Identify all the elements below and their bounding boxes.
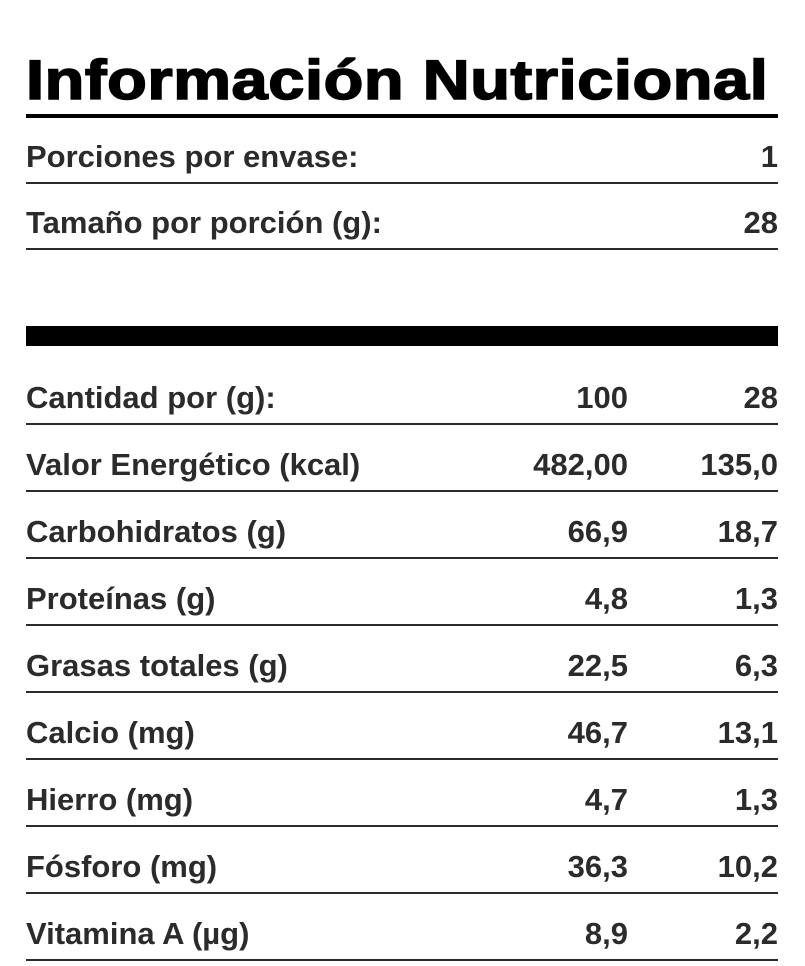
nutrient-value-per-100: 8,9 xyxy=(584,915,628,951)
table-header-row: Cantidad por (g): 100 28 xyxy=(26,358,778,425)
table-row: Proteínas (g) 4,8 1,3 xyxy=(26,559,778,626)
servings-per-container-label: Porciones por envase: xyxy=(26,139,359,174)
page-title: Información Nutricional xyxy=(25,47,769,112)
nutrient-label: Grasas totales (g) xyxy=(26,647,288,683)
nutrient-value-per-portion: 13,1 xyxy=(717,714,778,750)
nutrient-value-per-portion: 1,3 xyxy=(734,580,778,616)
table-row: Hierro (mg) 4,7 1,3 xyxy=(26,760,778,827)
nutrient-value-per-portion: 2,2 xyxy=(734,915,778,951)
column-header-per-100: 100 xyxy=(576,379,628,415)
table-row: Valor Energético (kcal) 482,00 135,0 xyxy=(26,425,778,492)
nutrient-label: Calcio (mg) xyxy=(26,714,195,750)
nutrient-value-per-100: 36,3 xyxy=(567,848,628,884)
nutrient-label: Proteínas (g) xyxy=(26,580,216,616)
serving-info: Porciones por envase: 1 Tamaño por porci… xyxy=(26,118,778,250)
nutrient-value-per-portion: 6,3 xyxy=(734,647,778,683)
servings-per-container-row: Porciones por envase: 1 xyxy=(26,118,778,184)
title-divider xyxy=(26,114,778,118)
table-row: Vitamina A (µg) 8,9 2,2 xyxy=(26,894,778,961)
amount-per-label: Cantidad por (g): xyxy=(26,379,276,415)
nutrient-value-per-100: 22,5 xyxy=(567,647,628,683)
servings-per-container-value: 1 xyxy=(760,139,778,174)
table-row: Calcio (mg) 46,7 13,1 xyxy=(26,693,778,760)
nutrient-value-per-portion: 1,3 xyxy=(734,781,778,817)
serving-size-row: Tamaño por porción (g): 28 xyxy=(26,184,778,250)
nutrient-label: Valor Energético (kcal) xyxy=(26,446,361,482)
column-header-per-portion: 28 xyxy=(743,379,778,415)
section-divider xyxy=(26,326,778,346)
nutrient-label: Fósforo (mg) xyxy=(26,848,218,884)
nutrient-value-per-portion: 135,0 xyxy=(700,446,778,482)
nutrient-value-per-portion: 18,7 xyxy=(717,513,778,549)
nutrient-value-per-100: 4,7 xyxy=(584,781,628,817)
nutrient-value-per-100: 46,7 xyxy=(567,714,628,750)
table-row: Fósforo (mg) 36,3 10,2 xyxy=(26,827,778,894)
table-row: Grasas totales (g) 22,5 6,3 xyxy=(26,626,778,693)
nutrient-value-per-100: 4,8 xyxy=(584,580,628,616)
nutrient-value-per-100: 482,00 xyxy=(533,446,628,482)
nutrient-table: Cantidad por (g): 100 28 Valor Energétic… xyxy=(26,358,778,961)
serving-size-label: Tamaño por porción (g): xyxy=(26,205,382,240)
nutrient-label: Hierro (mg) xyxy=(26,781,194,817)
serving-size-value: 28 xyxy=(743,205,778,240)
nutrition-facts-panel: Información Nutricional Porciones por en… xyxy=(25,47,778,961)
nutrient-label: Carbohidratos (g) xyxy=(26,513,287,549)
table-row: Carbohidratos (g) 66,9 18,7 xyxy=(26,492,778,559)
nutrient-value-per-portion: 10,2 xyxy=(717,848,778,884)
nutrient-label: Vitamina A (µg) xyxy=(26,915,250,951)
nutrient-value-per-100: 66,9 xyxy=(567,513,628,549)
